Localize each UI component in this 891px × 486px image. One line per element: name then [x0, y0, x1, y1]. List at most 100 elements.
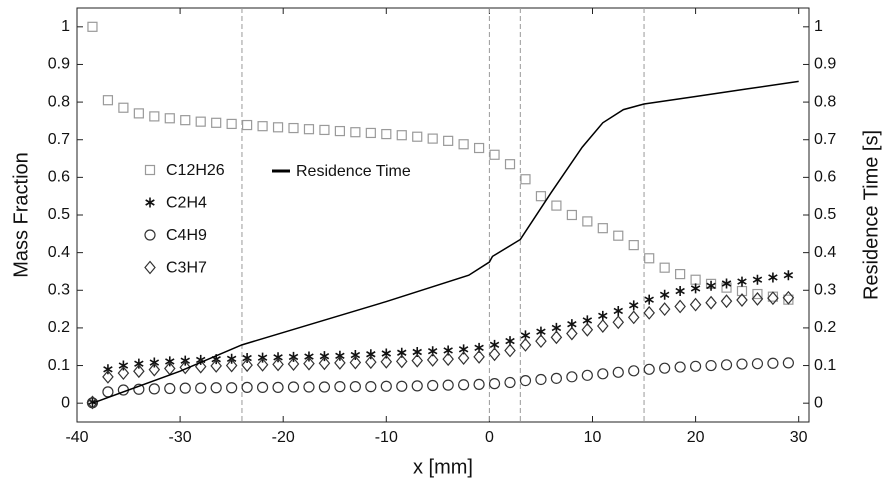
star-marker [706, 280, 716, 291]
y2-tick-label: 0.7 [814, 131, 836, 148]
y2-tick-label: 0.1 [814, 357, 836, 374]
star-marker [288, 351, 299, 362]
legend-label: C3H7 [166, 260, 207, 277]
y-tick-label: 0.5 [48, 206, 70, 223]
diamond-marker [782, 290, 795, 305]
star-marker [737, 276, 747, 287]
circle-marker [303, 381, 315, 393]
y2-tick-label: 0 [814, 394, 823, 411]
star-marker [118, 360, 129, 371]
diamond-marker [457, 351, 470, 365]
y-tick-label: 0.6 [48, 169, 70, 186]
circle-marker [566, 371, 578, 383]
star-marker [659, 289, 670, 300]
circle-marker [241, 381, 253, 393]
circle-marker [365, 381, 377, 393]
square-marker [226, 118, 237, 130]
diamond-marker [504, 343, 516, 358]
circle-marker [349, 381, 361, 393]
square-marker [443, 135, 454, 146]
circle-marker [287, 381, 300, 393]
circle-marker [411, 380, 423, 392]
y2-tick-label: 0.5 [814, 206, 836, 223]
square-marker [365, 127, 376, 139]
y-tick-label: 0 [61, 394, 70, 411]
diamond-marker [674, 299, 686, 314]
circle-marker [458, 379, 470, 391]
square-marker [412, 131, 423, 142]
diamond-marker [225, 358, 238, 373]
y-tick-label: 0.7 [48, 131, 70, 148]
x-tick-label: 20 [687, 429, 705, 446]
diamond-marker [627, 310, 640, 325]
legend-marker [144, 164, 156, 176]
circle-marker [612, 366, 624, 378]
circle-marker [643, 363, 655, 375]
diamond-marker [488, 347, 501, 362]
circle-marker [767, 357, 779, 369]
star-marker [242, 353, 252, 364]
diamond-marker [287, 357, 300, 371]
square-marker [396, 130, 407, 141]
square-marker [164, 113, 175, 124]
circle-marker [597, 368, 609, 380]
x-tick-label: -30 [169, 429, 192, 446]
diamond-marker [179, 360, 192, 375]
diamond-marker [535, 334, 547, 349]
x-tick-label: 30 [790, 429, 808, 446]
star-marker [149, 357, 160, 368]
circle-marker [689, 360, 702, 372]
circle-marker [473, 378, 485, 390]
star-marker [366, 349, 376, 360]
square-marker [211, 117, 222, 128]
star-marker [381, 348, 392, 359]
diamond-marker [767, 291, 779, 306]
diamond-marker [148, 362, 161, 377]
star-marker [629, 300, 639, 311]
circle-marker [179, 382, 191, 394]
diamond-marker [86, 395, 99, 410]
diamond-marker [566, 326, 578, 341]
square-marker [613, 230, 624, 241]
legend-marker [144, 229, 156, 241]
legend-label: C12H26 [166, 162, 225, 179]
diamond-marker [334, 355, 346, 370]
circle-marker [210, 382, 222, 394]
circle-marker [380, 380, 392, 392]
diamond-marker [550, 330, 563, 345]
y-tick-label: 0.8 [48, 93, 70, 110]
y-tick-label: 0.4 [48, 244, 70, 261]
circle-marker [396, 380, 408, 392]
square-marker [242, 119, 253, 131]
circle-marker [628, 365, 640, 377]
square-marker [520, 174, 531, 185]
star-marker [273, 352, 283, 363]
star-marker [721, 278, 732, 289]
square-marker [566, 209, 577, 221]
square-marker [644, 253, 655, 264]
circle-marker [195, 382, 207, 394]
diamond-marker [256, 357, 269, 372]
diamond-marker [303, 356, 315, 371]
circle-marker [736, 358, 748, 370]
star-marker [165, 356, 175, 367]
circle-marker [659, 362, 671, 374]
square-marker [257, 121, 268, 132]
circle-marker [226, 382, 238, 394]
y-tick-label: 1 [61, 18, 70, 35]
diamond-marker [751, 291, 764, 306]
star-marker [644, 294, 654, 305]
diamond-marker [133, 364, 145, 379]
diamond-marker [689, 297, 702, 312]
diamond-marker [643, 305, 655, 320]
diamond-marker [426, 352, 439, 367]
y2-tick-label: 1 [814, 18, 823, 35]
square-marker [350, 127, 361, 138]
star-marker [783, 270, 794, 281]
diamond-marker [411, 353, 424, 368]
diamond-marker [210, 358, 222, 373]
diamond-marker [705, 295, 717, 310]
circle-marker [581, 369, 593, 381]
y-tick-label: 0.1 [48, 357, 70, 374]
